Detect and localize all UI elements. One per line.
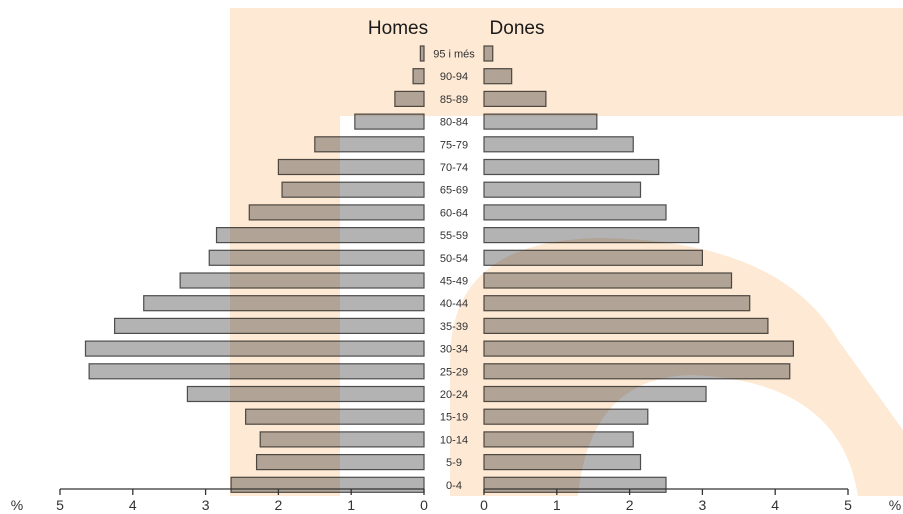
x-tick-label-left: 4 xyxy=(129,497,137,513)
bar-homes-5-9 xyxy=(255,454,425,471)
bar-dones-30-34 xyxy=(483,340,794,357)
age-label: 75-79 xyxy=(440,139,468,151)
x-tick-label-right: 5 xyxy=(844,497,852,513)
bar-dones-5-9 xyxy=(483,454,642,471)
x-tick-label-left: 1 xyxy=(347,497,355,513)
unit-label-left: % xyxy=(11,497,23,513)
bar-dones-20-24 xyxy=(483,385,707,403)
bar-homes-50-54 xyxy=(208,249,425,266)
x-tick-label-left: 5 xyxy=(56,497,64,513)
bar-dones-55-59 xyxy=(483,227,700,244)
bar-homes-65-69 xyxy=(281,181,425,198)
bar-homes-15-19 xyxy=(245,408,425,425)
x-tick-label-right: 1 xyxy=(553,497,561,513)
bar-homes-95 i més xyxy=(419,45,425,62)
bar-dones-35-39 xyxy=(483,317,769,334)
age-label: 90-94 xyxy=(440,71,468,83)
bar-dones-70-74 xyxy=(483,158,660,176)
bar-dones-90-94 xyxy=(483,68,513,85)
watermark-bar-top xyxy=(230,8,903,116)
bar-dones-75-79 xyxy=(483,136,634,153)
age-label: 25-29 xyxy=(440,366,468,378)
age-label: 65-69 xyxy=(440,185,468,197)
bar-dones-85-89 xyxy=(483,90,547,108)
header-homes: Homes xyxy=(368,18,428,39)
age-label: 45-49 xyxy=(440,276,468,288)
bar-homes-0-4 xyxy=(230,476,425,493)
age-label: 70-74 xyxy=(440,162,468,174)
bar-homes-35-39 xyxy=(113,317,425,334)
age-label: 95 i més xyxy=(433,49,475,61)
bar-homes-20-24 xyxy=(186,385,425,403)
age-label: 40-44 xyxy=(440,298,468,310)
x-tick-label-left: 0 xyxy=(420,497,428,513)
bar-homes-75-79 xyxy=(314,136,425,153)
age-label: 85-89 xyxy=(440,94,468,106)
age-label: 35-39 xyxy=(440,321,468,333)
age-label: 0-4 xyxy=(446,480,462,492)
bar-dones-25-29 xyxy=(483,363,791,380)
x-tick-label-left: 3 xyxy=(202,497,210,513)
bar-dones-40-44 xyxy=(483,295,751,312)
bar-homes-45-49 xyxy=(179,272,425,289)
bar-homes-55-59 xyxy=(215,227,425,244)
bar-homes-30-34 xyxy=(84,340,425,357)
bar-homes-70-74 xyxy=(277,158,425,176)
bar-dones-0-4 xyxy=(483,476,667,493)
bar-dones-15-19 xyxy=(483,408,649,425)
age-label: 55-59 xyxy=(440,230,468,242)
age-label: 5-9 xyxy=(446,457,462,469)
age-label: 20-24 xyxy=(440,389,468,401)
bar-dones-65-69 xyxy=(483,181,642,198)
unit-label-right: % xyxy=(889,497,901,513)
bar-homes-85-89 xyxy=(394,90,425,108)
bar-homes-60-64 xyxy=(248,204,425,221)
bar-dones-60-64 xyxy=(483,204,667,221)
bar-homes-10-14 xyxy=(259,431,425,448)
bar-homes-90-94 xyxy=(412,68,425,85)
bar-dones-95 i més xyxy=(483,45,494,62)
bar-homes-25-29 xyxy=(88,363,425,380)
x-tick-label-right: 0 xyxy=(480,497,488,513)
age-group-labels: 95 i més 90-94 85-89 80-84 75-79 70-74 65-69 60… xyxy=(433,49,475,492)
age-label: 30-34 xyxy=(440,344,468,356)
bar-homes-40-44 xyxy=(143,295,425,312)
bar-dones-80-84 xyxy=(483,113,598,130)
age-label: 10-14 xyxy=(440,434,468,446)
x-axis-ticks: 0 0 1 1 2 2 3 3 4 4 5 5 xyxy=(56,489,852,513)
age-label: 15-19 xyxy=(440,412,468,424)
bar-dones-45-49 xyxy=(483,272,733,289)
age-label: 60-64 xyxy=(440,207,468,219)
bar-dones-10-14 xyxy=(483,431,634,448)
series-homes xyxy=(84,45,425,493)
x-tick-label-right: 4 xyxy=(771,497,779,513)
x-tick-label-right: 3 xyxy=(699,497,707,513)
bar-homes-80-84 xyxy=(354,113,425,130)
age-label: 80-84 xyxy=(440,117,468,129)
header-dones: Dones xyxy=(490,18,545,39)
age-label: 50-54 xyxy=(440,253,468,265)
bar-dones-50-54 xyxy=(483,249,703,266)
x-tick-label-right: 2 xyxy=(626,497,634,513)
series-dones xyxy=(483,45,794,493)
x-tick-label-left: 2 xyxy=(275,497,283,513)
